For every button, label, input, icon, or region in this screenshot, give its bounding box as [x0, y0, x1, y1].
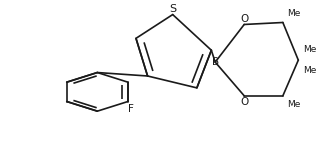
- Text: Me: Me: [303, 45, 316, 54]
- Text: F: F: [128, 104, 134, 114]
- Text: O: O: [240, 14, 248, 24]
- Text: B: B: [212, 57, 219, 67]
- Text: Me: Me: [303, 66, 316, 75]
- Text: O: O: [240, 97, 248, 107]
- Text: Me: Me: [287, 9, 301, 18]
- Text: S: S: [169, 4, 176, 14]
- Text: Me: Me: [287, 100, 301, 109]
